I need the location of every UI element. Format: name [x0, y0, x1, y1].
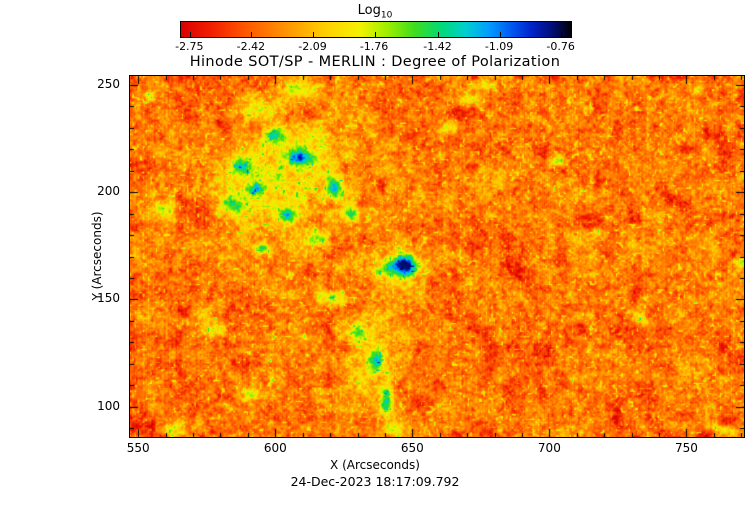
- x-tick-label: 650: [400, 441, 424, 455]
- colorbar-tick-label: -1.42: [423, 40, 452, 53]
- colorbar-title: Log10: [275, 3, 475, 21]
- y-tick-label: 150: [97, 291, 120, 306]
- colorbar-tick-label: -2.42: [236, 40, 266, 53]
- colorbar-title-text: Log: [357, 3, 381, 18]
- heatmap-image: [130, 76, 744, 437]
- colorbar-tick-mark: [438, 32, 439, 37]
- colorbar-tick-label: -1.76: [359, 40, 389, 53]
- colorbar-tick-mark: [312, 32, 314, 37]
- x-axis-label: X (Arcseconds): [330, 458, 420, 472]
- timestamp-caption: 24-Dec-2023 18:17:09.792: [290, 474, 460, 489]
- x-tick-label: 750: [674, 441, 698, 455]
- colorbar-tick-mark: [374, 32, 376, 37]
- colorbar-tick-mark: [561, 32, 563, 37]
- x-tick-label: 600: [263, 441, 287, 455]
- y-tick-label: 200: [97, 184, 120, 199]
- y-tick-label: 100: [97, 398, 120, 413]
- colorbar-tick-mark: [499, 32, 501, 37]
- colorbar-tick-label: -2.09: [298, 40, 327, 53]
- y-tick-label: 250: [97, 76, 120, 91]
- colorbar-gradient: [180, 21, 572, 38]
- colorbar-title-subscript: 10: [380, 10, 393, 21]
- plot-title: Hinode SOT/SP - MERLIN : Degree of Polar…: [189, 54, 561, 70]
- x-tick-label: 700: [537, 441, 561, 455]
- colorbar-tick-label: -2.75: [175, 40, 204, 53]
- colorbar-tick-label: -0.76: [546, 40, 575, 53]
- colorbar-tick-mark: [189, 32, 191, 37]
- plot-frame: [129, 75, 745, 438]
- colorbar-tick-mark: [251, 32, 253, 37]
- y-axis-label: Y (Arcseconds): [90, 211, 104, 301]
- colorbar-tick-label: -1.09: [484, 40, 514, 53]
- x-tick-label: 550: [126, 441, 150, 455]
